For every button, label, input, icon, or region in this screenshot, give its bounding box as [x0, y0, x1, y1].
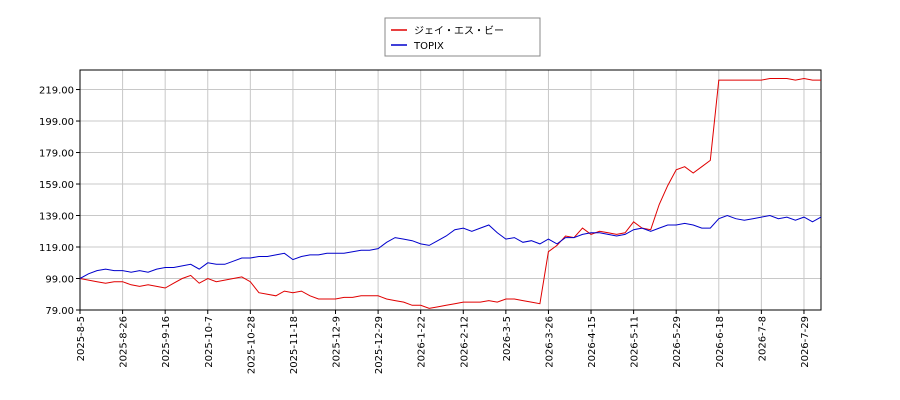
legend-label: ジェイ・エス・ビー: [414, 25, 504, 37]
x-tick-label: 2026-5-11: [630, 316, 641, 368]
legend-box: [384, 17, 541, 57]
y-tick-label: 159.00: [39, 180, 74, 191]
x-tick-label: 2025-8-5: [76, 316, 87, 361]
y-tick-label: 79.00: [45, 306, 74, 317]
x-tick-label: 2026-7-8: [757, 316, 768, 361]
y-tick-label: 119.00: [39, 243, 74, 254]
y-tick-label: 99.00: [45, 275, 74, 286]
x-tick-label: 2025-9-16: [161, 316, 172, 368]
y-tick-label: 179.00: [39, 149, 74, 160]
y-tick-label: 139.00: [39, 212, 74, 223]
x-tick-label: 2026-5-29: [672, 316, 683, 368]
x-tick-label: 2025-10-28: [246, 316, 257, 374]
series-line: [79, 77, 821, 309]
legend-label: TOPIX: [413, 41, 444, 52]
x-tick-label: 2025-10-7: [204, 316, 215, 368]
x-tick-label: 2026-4-15: [587, 316, 598, 368]
x-tick-label: 2026-2-12: [459, 316, 470, 368]
y-tick-label: 199.00: [39, 117, 74, 128]
x-tick-label: 2025-12-29: [374, 316, 385, 374]
x-tick-label: 2025-11-18: [289, 316, 300, 374]
plot-frame: [79, 69, 822, 311]
x-tick-label: 2026-3-5: [502, 316, 513, 361]
x-tick-label: 2026-1-22: [417, 316, 428, 368]
x-tick-label: 2026-3-26: [544, 316, 555, 368]
x-tick-label: 2025-12-9: [332, 316, 343, 368]
y-tick-label: 219.00: [39, 86, 74, 97]
series-line: [79, 214, 822, 279]
x-tick-label: 2025-8-26: [119, 316, 130, 368]
x-tick-label: 2026-7-29: [800, 316, 811, 368]
x-tick-label: 2026-6-18: [715, 316, 726, 368]
